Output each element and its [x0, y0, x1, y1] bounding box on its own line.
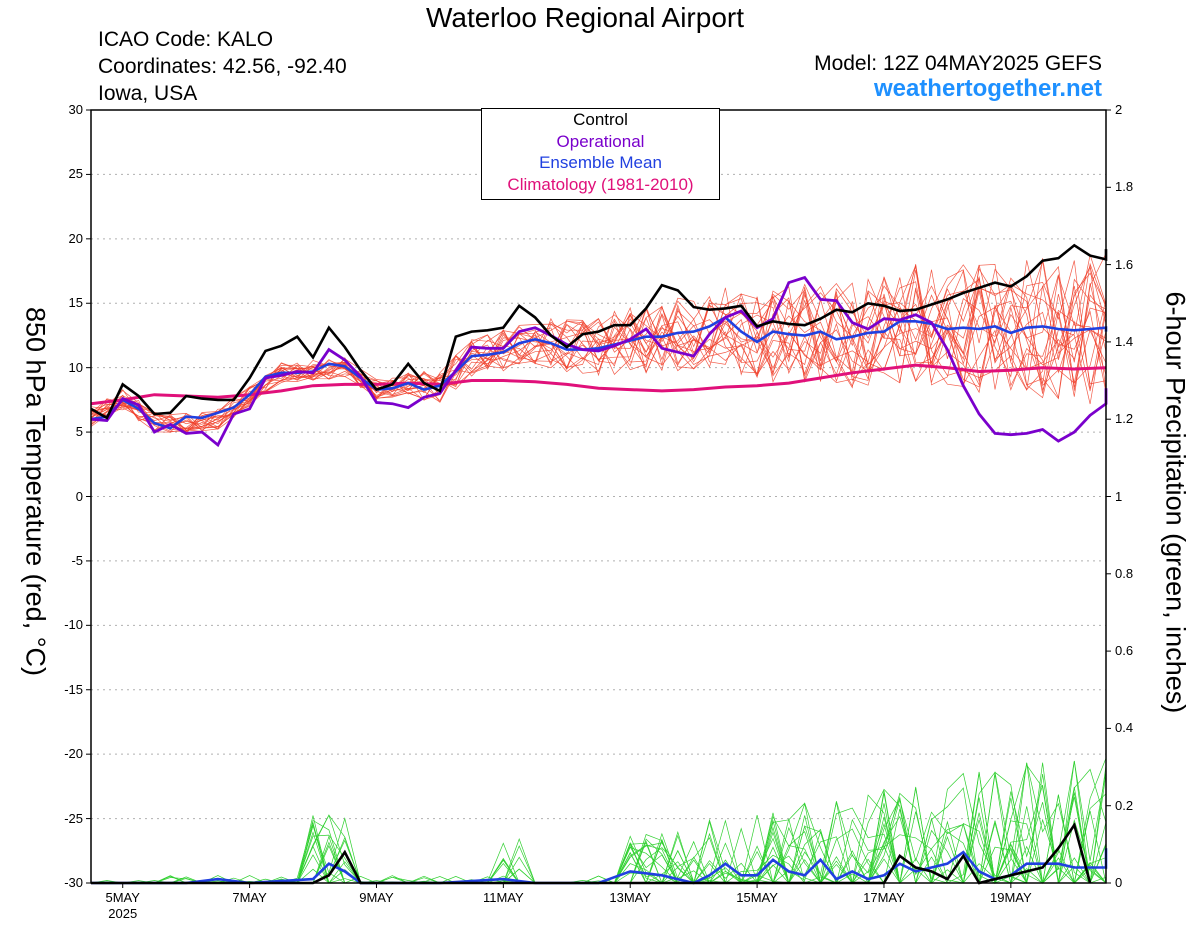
- legend-ensemble-mean: Ensemble Mean: [539, 153, 662, 172]
- precip-member-line: [91, 762, 1107, 884]
- x-tick-label: 9MAY: [359, 890, 394, 905]
- axis-ticks: [86, 109, 1111, 888]
- y-tick-left-label: -15: [64, 681, 83, 697]
- precip-member-line: [91, 816, 1107, 884]
- y-tick-right-label: 1: [1115, 488, 1123, 504]
- region: Iowa, USA: [98, 82, 198, 105]
- x-tick-label: 5MAY: [105, 890, 140, 905]
- x-tick-label: 7MAY: [232, 890, 267, 905]
- y-tick-left-label: -20: [64, 746, 83, 762]
- y-tick-left-label: 10: [68, 359, 83, 375]
- main-series: [90, 243, 1108, 885]
- icao-code: ICAO Code: KALO: [98, 28, 274, 51]
- operational-line: [90, 275, 1108, 448]
- legend-control: Control: [573, 110, 628, 129]
- y-tick-right-label: 1.8: [1115, 179, 1134, 195]
- x-tick-label: 13MAY: [609, 890, 652, 905]
- climatology-line: [90, 363, 1107, 406]
- precip-member-line: [91, 773, 1107, 884]
- y-tick-right-label: 0.6: [1115, 643, 1134, 659]
- site-link[interactable]: weathertogether.net: [873, 75, 1102, 102]
- precip-member-line: [91, 745, 1107, 885]
- ensemble-mean-line: [90, 315, 1108, 430]
- temp-members: [90, 253, 1107, 434]
- temp-member-line: [90, 265, 1107, 429]
- precip-member-line: [91, 772, 1107, 884]
- chart-title: Waterloo Regional Airport: [425, 2, 744, 33]
- x-tick-label: 19MAY: [990, 890, 1032, 905]
- y-tick-left-label: -30: [64, 875, 83, 890]
- y-tick-right-label: 0: [1115, 875, 1123, 890]
- y-tick-left-label: 25: [68, 166, 83, 182]
- y-tick-right-label: 1.6: [1115, 256, 1134, 272]
- precip-control-line: [91, 821, 1092, 885]
- model-run: Model: 12Z 04MAY2025 GEFS: [814, 52, 1102, 75]
- y-tick-right-label: 0.2: [1115, 797, 1134, 813]
- precip-member-line: [91, 768, 1107, 885]
- x-tick-label: 11MAY: [482, 890, 524, 905]
- y-tick-right-label: 1.2: [1115, 411, 1134, 427]
- precip-members: [90, 745, 1107, 885]
- legend-climatology: Climatology (1981-2010): [507, 174, 694, 194]
- x-tick-sublabel: 2025: [108, 906, 138, 921]
- x-tick-label: 17MAY: [863, 890, 905, 905]
- y-tick-right-label: 0.4: [1115, 720, 1134, 736]
- legend: Control Operational Ensemble Mean Climat…: [481, 108, 720, 200]
- y-tick-right-label: 1.4: [1115, 333, 1134, 349]
- y-axis-right-label: 6-hour Precipitation (green, inches): [1160, 291, 1191, 714]
- x-tick-label: 15MAY: [736, 890, 778, 905]
- y-tick-left-label: -10: [64, 617, 83, 633]
- control-line: [90, 243, 1108, 420]
- y-tick-left-label: 15: [68, 295, 83, 311]
- plot-frame: [90, 109, 1107, 884]
- y-tick-left-label: -5: [71, 552, 83, 568]
- legend-operational: Operational: [556, 131, 645, 151]
- y-tick-right-label: 0.8: [1115, 565, 1134, 581]
- y-tick-right-label: 2: [1115, 102, 1123, 117]
- y-tick-left-label: 30: [68, 102, 83, 117]
- grid-lines: [91, 173, 1106, 820]
- y-tick-left-label: 0: [75, 488, 83, 504]
- y-tick-left-label: 5: [75, 424, 83, 440]
- precip-mean-line: [91, 848, 1108, 885]
- y-tick-left-label: -25: [64, 810, 83, 826]
- y-tick-left-label: 20: [68, 230, 83, 246]
- temp-member-line: [90, 260, 1107, 432]
- coordinates: Coordinates: 42.56, -92.40: [98, 55, 347, 78]
